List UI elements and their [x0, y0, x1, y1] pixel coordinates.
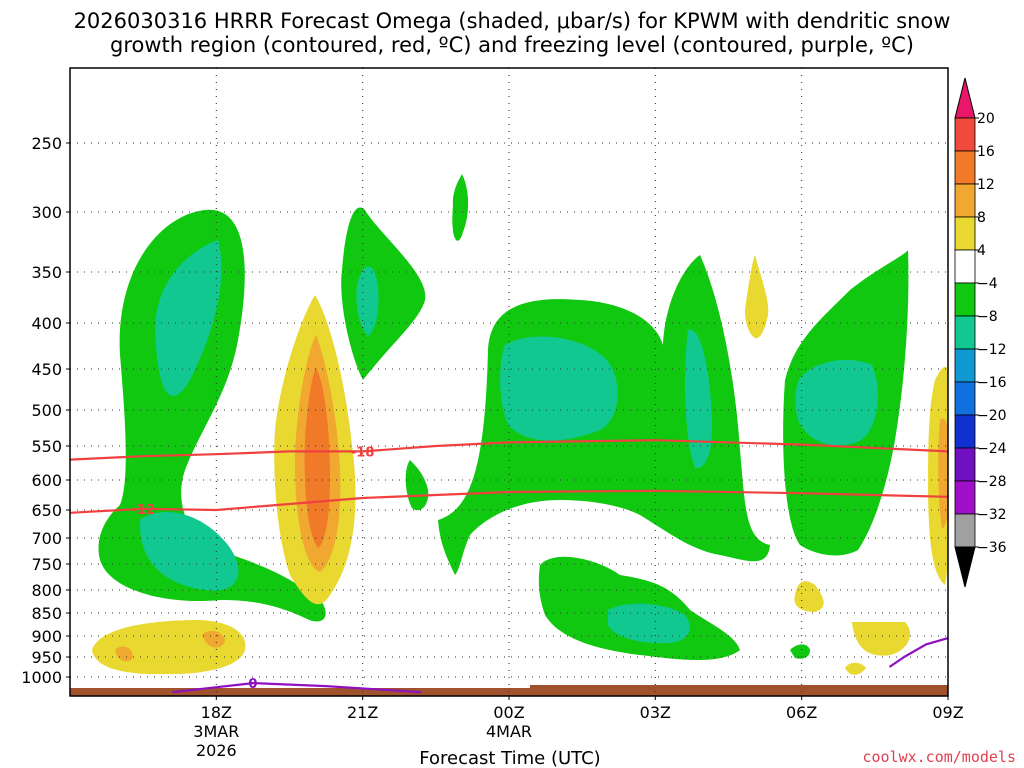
colorbar-segment [954, 447, 976, 482]
y-tick-label: 1000 [21, 668, 62, 687]
colorbar-arrow-top [954, 77, 976, 119]
omega-region-0730z-sinking [845, 662, 866, 675]
y-tick-label: 850 [31, 604, 62, 623]
x-tick-label: 03Z [640, 703, 671, 722]
credit-text: coolwx.com/models [862, 748, 1016, 766]
y-axis-ticks: 250 300 350 400 450 500 550 600 650 700 750 800 850 9… [21, 134, 70, 687]
chart-title-line1: 2026030316 HRRR Forecast Omega (shaded, … [74, 9, 951, 33]
colorbar-arrow-bottom [954, 546, 976, 588]
omega-region-2130z-core [356, 266, 379, 336]
x-tick-label: 18Z [201, 703, 232, 722]
colorbar-label: 8 [977, 210, 986, 226]
y-tick-label: 500 [31, 401, 62, 420]
contour-label-dgz_-12C: -12 [131, 503, 155, 518]
colorbar-label: −4 [977, 276, 998, 292]
omega-region-0330z-lower-core [608, 603, 690, 644]
x-axis-label: Forecast Time (UTC) [419, 748, 600, 768]
x-tick-date: 3MAR [193, 722, 239, 741]
omega-region-00z-03z-core [500, 336, 618, 441]
colorbar: 20 16 12 8 4 −4 −8 −12 −16 −20 −24 −28 −32 −36 [954, 77, 1007, 588]
contour-dgz_-18C [70, 439, 948, 461]
omega-region-18z-upper-core [155, 240, 222, 396]
colorbar-segment [954, 216, 976, 251]
colorbar-segment [954, 480, 976, 515]
y-tick-label: 950 [31, 648, 62, 667]
y-tick-label: 900 [31, 627, 62, 646]
colorbar-segment [954, 183, 976, 218]
y-tick-label: 550 [31, 437, 62, 456]
colorbar-label: 12 [977, 177, 995, 193]
chart-title-line2: growth region (contoured, red, ºC) and f… [110, 33, 914, 57]
omega-region-2330z [452, 174, 469, 241]
colorbar-segment [954, 249, 976, 284]
contour-lines: -12 -18 0 [70, 439, 948, 694]
colorbar-label: −28 [977, 474, 1007, 490]
colorbar-label: −36 [977, 540, 1007, 556]
y-tick-label: 650 [31, 501, 62, 520]
y-tick-label: 400 [31, 314, 62, 333]
y-tick-label: 750 [31, 555, 62, 574]
y-tick-label: 700 [31, 529, 62, 548]
y-tick-label: 350 [31, 263, 62, 282]
terrain-left [70, 688, 540, 696]
terrain-right [530, 685, 948, 696]
colorbar-segment [954, 117, 976, 152]
x-tick-label: 21Z [347, 703, 378, 722]
plot-area: -12 -18 0 [70, 68, 948, 696]
y-tick-label: 450 [31, 360, 62, 379]
contour-label-dgz_-18C: -18 [351, 445, 375, 460]
omega-region-sfc-core-b [202, 630, 225, 648]
omega-region-0630z-small [790, 644, 810, 659]
colorbar-label: −16 [977, 375, 1007, 391]
colorbar-segment [954, 282, 976, 317]
colorbar-label: −8 [977, 309, 998, 325]
omega-region-18z-lower-core [139, 512, 239, 591]
omega-region-0630z-sinking [794, 581, 824, 612]
omega-region-2230z-small [405, 460, 429, 511]
colorbar-segment [954, 150, 976, 185]
omega-region-sfc-core-a [115, 646, 133, 662]
colorbar-segment [954, 315, 976, 350]
colorbar-label: −32 [977, 507, 1007, 523]
colorbar-label: 16 [977, 144, 995, 160]
colorbar-label: −12 [977, 342, 1007, 358]
colorbar-segment [954, 414, 976, 449]
contour-label-freezing_0C: 0 [248, 677, 257, 692]
colorbar-segment [954, 348, 976, 383]
omega-region-late-core [795, 359, 878, 446]
colorbar-label: −20 [977, 408, 1007, 424]
omega-region-sfc-sinking-left [92, 620, 246, 675]
colorbar-label: 20 [977, 111, 995, 127]
omega-region-2130z [341, 207, 426, 380]
contour-dgz_-12C [70, 489, 948, 514]
x-tick-year: 2026 [196, 741, 237, 760]
colorbar-label: 4 [977, 243, 986, 259]
x-tick-date: 4MAR [486, 722, 532, 741]
y-tick-label: 300 [31, 203, 62, 222]
colorbar-segment [954, 381, 976, 416]
omega-region-0430z-core [684, 329, 713, 469]
y-tick-label: 600 [31, 471, 62, 490]
x-tick-label: 06Z [786, 703, 817, 722]
y-tick-label: 800 [31, 581, 62, 600]
omega-region-08z-sinking [852, 622, 910, 656]
colorbar-segment [954, 513, 976, 548]
omega-region-06z-sinking [745, 255, 769, 339]
contour-freezing_0C [172, 682, 422, 694]
y-tick-label: 250 [31, 134, 62, 153]
contour-freezing_right [888, 637, 948, 668]
colorbar-label: −24 [977, 441, 1007, 457]
x-tick-label: 09Z [932, 703, 963, 722]
x-tick-label: 00Z [493, 703, 524, 722]
